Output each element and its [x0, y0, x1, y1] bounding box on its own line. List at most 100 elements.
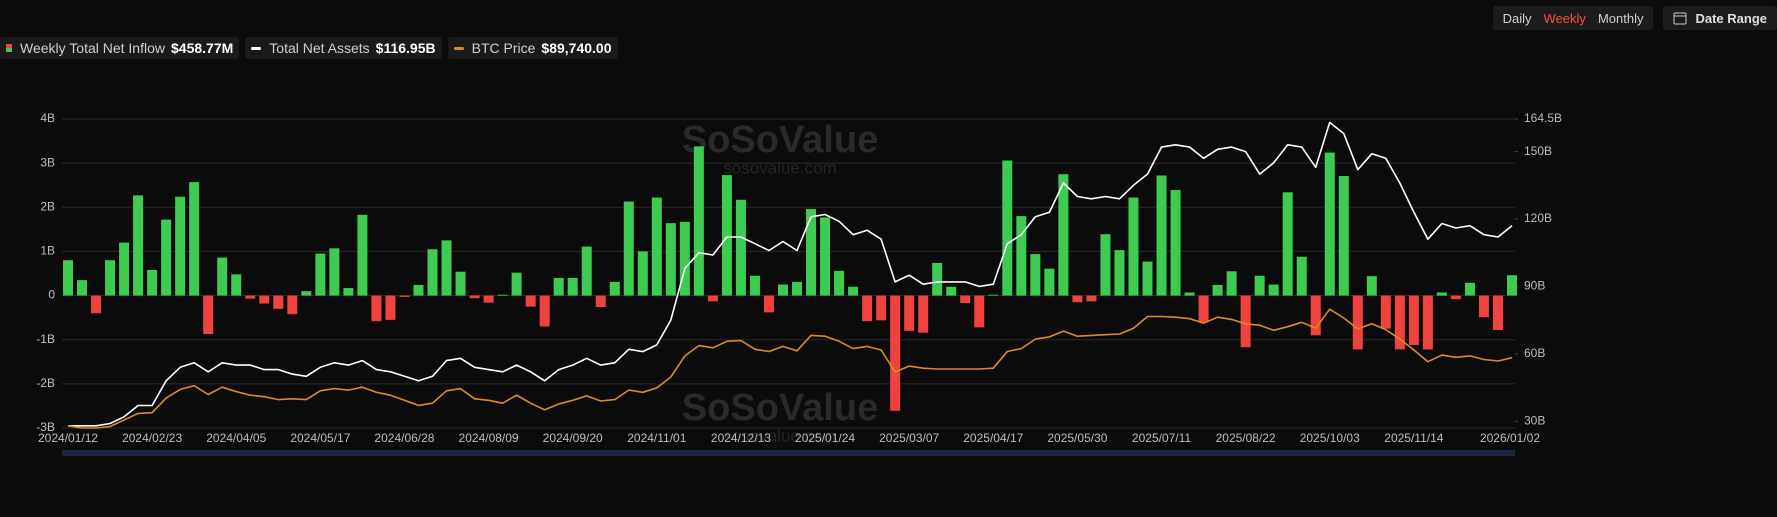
bar	[918, 295, 929, 333]
bar	[595, 295, 606, 308]
bar	[1128, 197, 1139, 296]
x-tick-label: 2024/01/12	[38, 431, 98, 445]
y2-tick-label: 150B	[1524, 144, 1552, 158]
bar	[189, 182, 200, 296]
legend-item: Total Net Assets $116.95B	[245, 37, 442, 59]
y2-tick-label: 60B	[1524, 346, 1545, 360]
bar	[483, 295, 494, 303]
bar	[777, 284, 788, 296]
bar	[1170, 190, 1181, 296]
bar	[1450, 295, 1461, 300]
x-tick-label: 2025/07/11	[1132, 431, 1191, 445]
bar	[1156, 175, 1167, 296]
x-tick-label: 2025/04/17	[963, 431, 1023, 445]
x-tick-label: 2025/08/22	[1216, 431, 1276, 445]
bar	[974, 295, 985, 328]
bar	[259, 295, 270, 304]
bar	[1422, 295, 1433, 350]
bar	[511, 272, 522, 296]
bar	[119, 242, 130, 296]
bar	[749, 275, 760, 296]
bar	[1086, 295, 1097, 302]
bar	[1436, 292, 1447, 296]
x-tick-label: 2025/01/24	[795, 431, 855, 445]
legend-name: Total Net Assets	[269, 40, 370, 56]
bar	[1352, 295, 1363, 350]
x-tick-label: 2024/11/01	[627, 431, 686, 445]
bar	[1002, 160, 1013, 296]
legend-item: BTC Price $89,740.00	[447, 37, 618, 59]
x-tick-label: 2024/02/23	[122, 431, 182, 445]
bar	[1044, 268, 1055, 296]
x-tick-label: 2024/06/28	[374, 431, 434, 445]
bar	[1184, 292, 1195, 296]
bar	[693, 146, 704, 296]
bar	[175, 196, 186, 296]
x-tick-label: 2024/12/13	[711, 431, 771, 445]
bar	[399, 295, 410, 297]
legend: Weekly Total Net Inflow $458.77M Total Net…	[0, 37, 618, 59]
bar	[371, 295, 382, 322]
bar	[792, 281, 803, 296]
x-tick-label: 2025/05/30	[1047, 431, 1107, 445]
bar	[567, 277, 578, 296]
watermark-url: sosovalue.com	[723, 426, 836, 445]
legend-value: $458.77M	[171, 40, 234, 56]
bar	[679, 221, 690, 296]
bar	[1114, 250, 1125, 296]
bar	[525, 295, 536, 307]
y-tick-label: 3B	[40, 155, 55, 169]
bar	[665, 223, 676, 296]
line	[67, 308, 1513, 429]
bar	[581, 246, 592, 296]
bar	[1030, 254, 1041, 296]
period-button[interactable]: Weekly	[1543, 10, 1586, 26]
bar	[413, 284, 424, 296]
y-tick-label: 4B	[40, 111, 55, 125]
bar	[1478, 295, 1489, 318]
period-button[interactable]: Monthly	[1597, 10, 1644, 26]
x-tick-label: 2024/04/05	[206, 431, 266, 445]
y-tick-label: -2B	[36, 376, 55, 390]
bar	[329, 248, 340, 296]
bar	[623, 201, 634, 296]
bar	[1296, 256, 1307, 296]
bar	[469, 295, 480, 299]
bar	[876, 295, 887, 321]
legend-value: $89,740.00	[541, 40, 612, 56]
legend-value: $116.95B	[375, 40, 436, 56]
bar	[1408, 295, 1419, 346]
legend-name: BTC Price	[471, 40, 536, 56]
bar	[1507, 275, 1517, 296]
bar	[287, 295, 298, 315]
legend-name: Weekly Total Net Inflow	[20, 40, 165, 56]
bar	[1254, 275, 1265, 296]
x-tick-label: 2026/01/02	[1480, 431, 1540, 445]
bar	[651, 197, 662, 296]
bar	[1394, 295, 1405, 350]
x-tick-label: 2025/11/14	[1384, 431, 1443, 445]
bar	[147, 269, 158, 296]
calendar-icon	[1673, 12, 1687, 25]
bar	[343, 288, 354, 296]
y-tick-label: 2B	[40, 199, 55, 213]
bar	[1058, 174, 1069, 296]
bar	[203, 295, 214, 334]
bar	[904, 295, 915, 331]
bar	[497, 294, 508, 296]
bar	[133, 195, 144, 296]
bar	[834, 270, 845, 296]
bar	[427, 249, 438, 296]
bar	[946, 286, 957, 296]
bar	[301, 291, 312, 296]
bar	[357, 214, 368, 296]
x-tick-label: 2025/10/03	[1300, 431, 1360, 445]
bar	[1338, 175, 1349, 296]
y-tick-label: 1B	[40, 244, 55, 258]
bar	[1016, 216, 1027, 296]
bar	[890, 295, 901, 411]
y2-tick-label: 30B	[1524, 413, 1545, 427]
bar	[161, 219, 172, 296]
period-button[interactable]: Daily	[1502, 10, 1532, 26]
date-range-button[interactable]: Date Range	[1663, 6, 1777, 30]
